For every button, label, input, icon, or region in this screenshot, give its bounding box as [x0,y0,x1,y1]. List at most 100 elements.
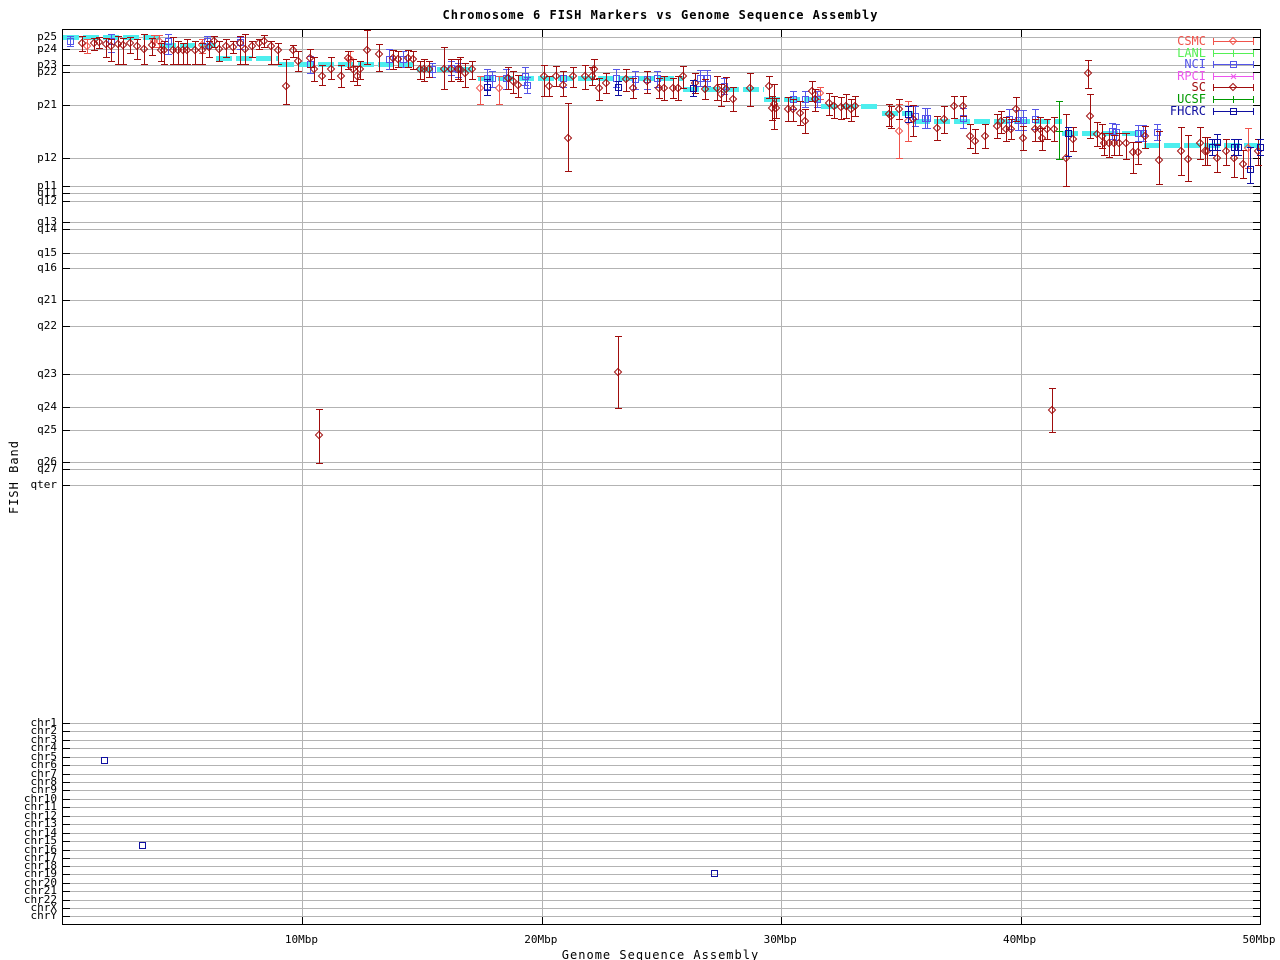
xtick-top-50 [1260,30,1261,37]
data-point-sc-errorcap [328,79,335,80]
legend-label-fhcrc: FHCRC [1169,103,1206,118]
data-point-sc-marker [800,116,810,126]
data-point-fhcrc-errorcap [690,96,697,97]
legend-label-lanl: LANL [1177,45,1206,60]
data-point-sc-errorcap [1020,126,1027,127]
xtick-label-30: 30Mbp [763,933,797,946]
data-point-sc-errorbar [1001,111,1002,133]
data-point-sc-errorcap [223,57,230,58]
legend-sample-cap [1253,49,1254,57]
data-point-sc-errorbar [379,44,380,71]
data-point-nci-errorbar [963,108,964,128]
data-point-csmc-errorbar [87,39,88,53]
data-point-nci-errorcap [721,78,728,79]
ytick-label-chr12: chr12 [23,809,57,822]
data-point-sc-errorcap [316,463,323,464]
data-point-sc-errorcap [831,96,838,97]
data-point-sc-errorcap [158,61,165,62]
ytick-left-chr19 [63,874,70,875]
data-point-sc-errorcap [630,98,637,99]
ytick-right-p21 [1253,105,1260,106]
data-point-sc-errorbar [1047,119,1048,139]
data-point-nci-errorcap [1020,110,1027,111]
data-point-sc-errorbar [94,38,95,50]
data-point-sc-errorbar [1006,117,1007,141]
data-point-sc-errorcap [462,87,469,88]
data-point-sc-errorcap [960,116,967,117]
data-point-sc-errorcap [1185,135,1192,136]
data-point-sc-errorcap [1049,388,1056,389]
legend-sample-cap [1253,38,1254,45]
data-point-sc-errorbar [173,37,174,64]
data-point-sc-errorcap [223,39,230,40]
ytick-left-chr7 [63,774,70,775]
data-point-sc-errorcap [972,153,979,154]
data-point-sc-errorcap [295,71,302,72]
data-point-sc-errorcap [994,138,1001,139]
data-point-csmc-errorbar [1248,128,1249,168]
data-point-ucsf-errorcap [1056,101,1063,102]
data-point-fhcrc-marker [1209,144,1216,151]
ytick-left-chrY [63,916,70,917]
data-point-nci-errorcap [814,91,821,92]
data-point-sc-errorcap [96,37,103,38]
data-point-nci-errorcap [814,107,821,108]
data-point-sc-errorcap [802,133,809,134]
ytick-right-p12 [1253,158,1260,159]
trend-segment-1 [159,43,217,48]
ytick-left-chr11 [63,807,70,808]
data-point-sc-errorbar [1234,144,1235,177]
xtick-bottom-10 [302,917,304,924]
data-point-sc-errorcap [852,116,859,117]
data-point-fhcrc-marker [615,84,622,91]
data-point-sc-errorcap [180,43,187,44]
ytick-label-chr4: chr4 [30,741,58,754]
data-point-sc-errorcap [896,119,903,120]
ytick-right-chr22 [1253,900,1260,901]
data-point-sc-errorbar [1011,119,1012,139]
gridline-chrY [63,916,1260,917]
data-point-fhcrc-errorcap [615,81,622,82]
ytick-right-chr16 [1253,850,1260,851]
data-point-sc-errorcap [1032,141,1039,142]
data-point-sc-errorcap [127,53,134,54]
data-point-nci-marker [814,96,821,103]
data-point-sc-errorbar [726,77,727,101]
data-point-sc-errorbar [1200,127,1201,159]
legend-sample-marker [1230,61,1237,69]
data-point-nci-marker [503,75,510,82]
data-point-sc-errorcap [852,96,859,97]
data-point-sc-errorbar [954,96,955,118]
data-point-sc-errorbar [1023,126,1024,150]
data-point-nci-errorcap [1140,141,1147,142]
data-point-sc-marker [1238,159,1248,169]
data-point-sc-errorcap [560,71,567,72]
data-point-nci-errorbar [657,71,658,87]
data-point-sc-errorcap [350,81,357,82]
vgridline-30 [781,30,783,924]
legend-sample-cap [1213,49,1214,57]
data-point-nci-errorcap [1109,139,1116,140]
data-point-sc-errorcap [702,99,709,100]
data-point-sc-errorcap [376,44,383,45]
data-point-sc-errorcap [541,96,548,97]
data-point-sc-errorbar [944,106,945,133]
data-point-sc-errorcap [546,96,553,97]
ytick-right-chr7 [1253,774,1260,775]
data-point-sc-errorbar [1181,127,1182,175]
gridline-chr2 [63,731,1260,732]
data-point-sc-errorbar [293,45,294,57]
data-point-sc-errorcap [888,128,895,129]
data-point-nci-errorcap [912,106,919,107]
data-point-csmc-errorcap [496,104,503,105]
ytick-right-q14 [1253,229,1260,230]
data-point-nci-marker [1135,130,1142,137]
data-point-fhcrc-errorcap [905,106,912,107]
ytick-left-qter [63,485,70,486]
data-point-sc-errorbar [985,124,986,148]
data-point-sc-errorbar [1188,135,1189,181]
data-point-sc-errorcap [766,98,773,99]
data-point-sc-errorcap [785,121,792,122]
ytick-label-p23: p23 [37,58,57,71]
